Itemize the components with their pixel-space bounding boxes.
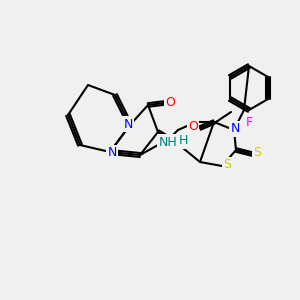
- Text: F: F: [245, 116, 253, 128]
- Text: N: N: [123, 118, 133, 130]
- Text: NH: NH: [159, 136, 177, 148]
- Text: O: O: [165, 97, 175, 110]
- Text: N: N: [230, 122, 240, 136]
- Text: H: H: [178, 134, 188, 148]
- Text: S: S: [223, 158, 231, 172]
- Text: O: O: [188, 121, 198, 134]
- Text: N: N: [107, 146, 117, 160]
- Text: S: S: [253, 146, 261, 160]
